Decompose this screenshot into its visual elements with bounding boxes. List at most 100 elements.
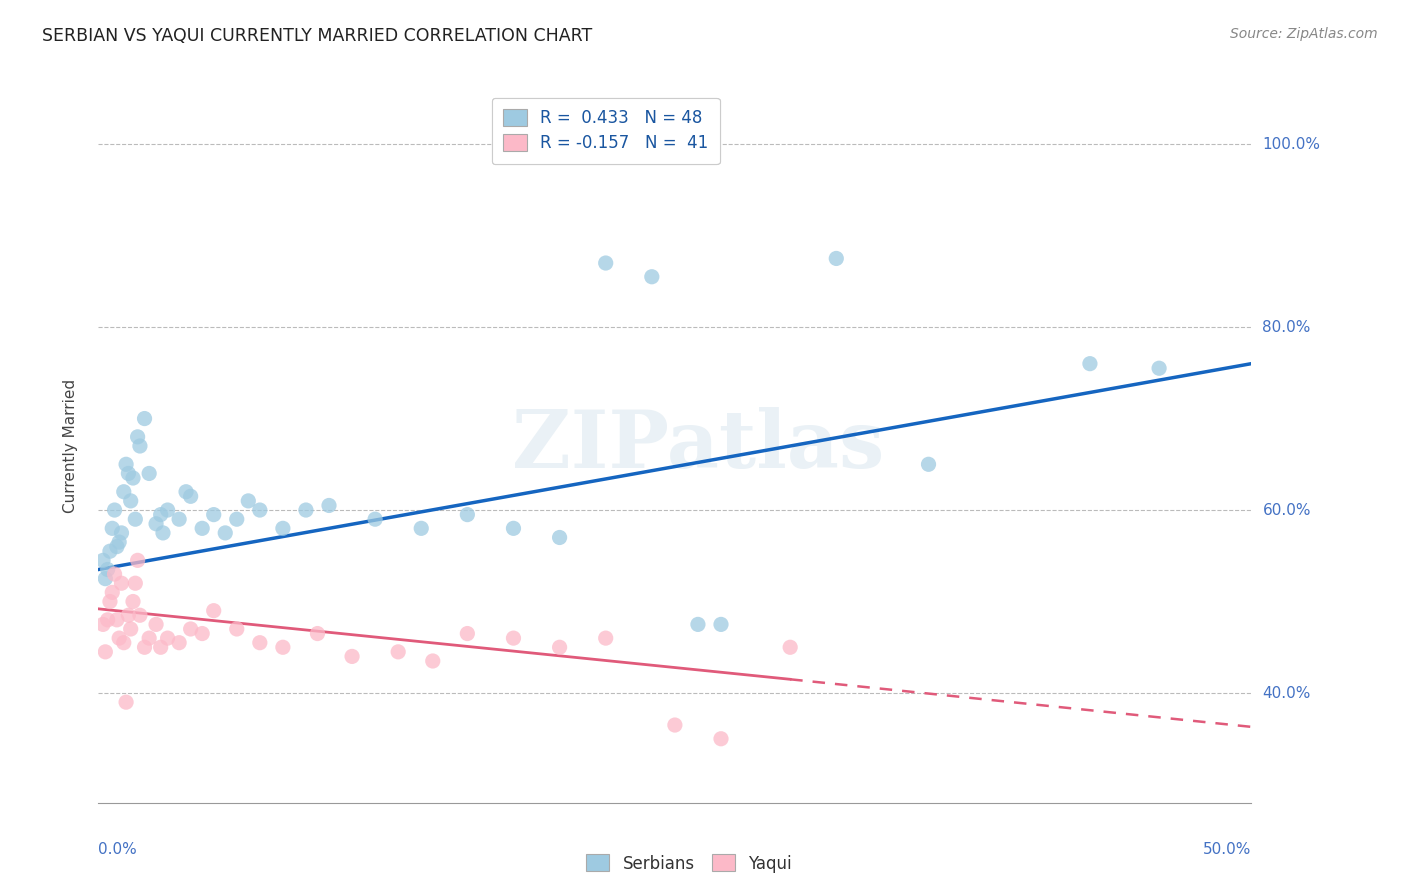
Point (134, 411, 156, 425)
Point (307, 626, 329, 640)
Point (595, 256, 617, 270)
Point (97, 562, 120, 576)
Point (105, 613, 128, 627)
Point (149, 508, 172, 522)
Point (191, 626, 214, 640)
Text: ZIPatlas: ZIPatlas (512, 407, 884, 485)
Point (271, 640, 294, 655)
Point (548, 640, 571, 655)
Point (145, 516, 167, 531)
Point (502, 631, 524, 645)
Point (112, 636, 135, 650)
Point (387, 645, 409, 659)
Point (664, 718, 686, 732)
Point (98, 544, 121, 558)
Point (138, 631, 160, 645)
Text: 100.0%: 100.0% (1263, 136, 1320, 152)
Point (103, 503, 125, 517)
Text: SERBIAN VS YAQUI CURRENTLY MARRIED CORRELATION CHART: SERBIAN VS YAQUI CURRENTLY MARRIED CORRE… (42, 27, 592, 45)
Point (1078, 357, 1101, 371)
Point (115, 458, 138, 472)
Point (364, 512, 387, 526)
Point (91, 617, 114, 632)
Point (456, 626, 478, 640)
Point (502, 521, 524, 535)
Point (156, 503, 179, 517)
Point (825, 252, 848, 266)
Point (249, 503, 271, 517)
Point (103, 567, 125, 582)
Point (1333, 746, 1355, 760)
Text: Source: ZipAtlas.com: Source: ZipAtlas.com (1230, 27, 1378, 41)
Point (214, 525, 236, 540)
Point (145, 617, 167, 632)
Point (129, 439, 152, 453)
Legend: Serbians, Yaqui: Serbians, Yaqui (579, 847, 799, 880)
Point (138, 467, 160, 481)
Text: 80.0%: 80.0% (1263, 319, 1310, 334)
Point (249, 636, 271, 650)
Y-axis label: Currently Married: Currently Married (63, 379, 77, 513)
Point (91, 553, 114, 567)
Point (122, 471, 145, 485)
Point (202, 604, 225, 618)
Point (124, 576, 146, 591)
Point (710, 731, 733, 746)
Point (115, 695, 138, 709)
Point (779, 640, 801, 655)
Point (152, 525, 174, 540)
Point (411, 521, 433, 535)
Point (134, 640, 156, 655)
Point (149, 640, 172, 655)
Point (98, 594, 121, 608)
Point (97, 613, 120, 627)
Point (167, 636, 190, 650)
Point (295, 503, 318, 517)
Point (117, 467, 139, 481)
Point (129, 608, 152, 623)
Point (156, 631, 179, 645)
Point (225, 512, 247, 526)
Point (456, 508, 478, 522)
Point (117, 608, 139, 623)
Point (318, 499, 340, 513)
Point (94, 572, 117, 586)
Point (595, 631, 617, 645)
Point (271, 521, 294, 535)
Point (710, 617, 733, 632)
Point (225, 622, 247, 636)
Point (917, 458, 939, 472)
Point (641, 269, 664, 284)
Point (120, 494, 142, 508)
Point (110, 576, 132, 591)
Point (94, 645, 117, 659)
Point (124, 512, 146, 526)
Point (127, 553, 149, 567)
Point (101, 521, 124, 535)
Legend: R =  0.433   N = 48, R = -0.157   N =  41: R = 0.433 N = 48, R = -0.157 N = 41 (492, 97, 720, 164)
Point (686, 617, 709, 632)
Point (122, 594, 145, 608)
Point (110, 525, 132, 540)
Point (101, 585, 124, 599)
Point (167, 512, 190, 526)
Point (105, 540, 128, 554)
Point (238, 494, 260, 508)
Point (340, 649, 363, 664)
Point (120, 622, 142, 636)
Point (127, 430, 149, 444)
Point (180, 489, 202, 503)
Point (191, 521, 214, 535)
Point (1147, 361, 1170, 376)
Point (422, 654, 444, 668)
Point (202, 508, 225, 522)
Text: 0.0%: 0.0% (98, 842, 138, 856)
Text: 50.0%: 50.0% (1204, 842, 1251, 856)
Point (174, 484, 197, 499)
Text: 60.0%: 60.0% (1263, 502, 1310, 517)
Point (548, 531, 571, 545)
Point (108, 631, 131, 645)
Point (112, 484, 135, 499)
Point (108, 535, 131, 549)
Text: 40.0%: 40.0% (1263, 686, 1310, 700)
